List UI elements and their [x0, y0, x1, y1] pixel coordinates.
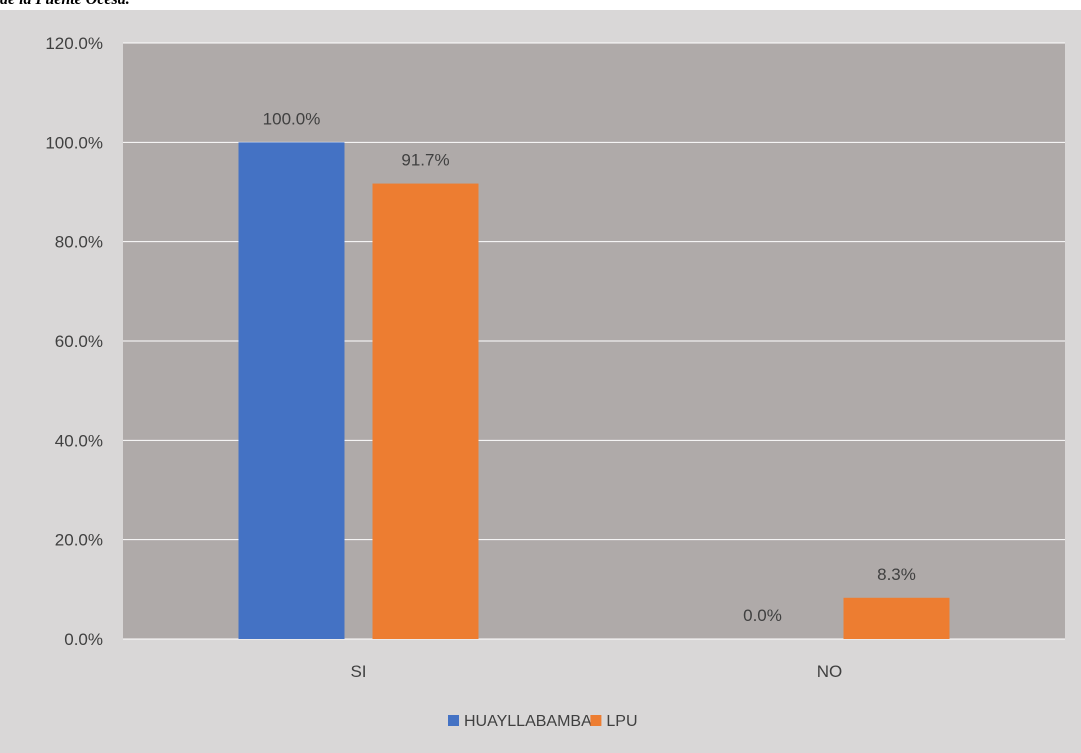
y-tick-label: 0.0% [64, 630, 103, 649]
legend: HUAYLLABAMBA LPU [448, 713, 638, 730]
y-tick-label: 120.0% [45, 34, 103, 53]
data-label: 0.0% [743, 606, 782, 625]
data-labels: 100.0% 91.7% 0.0% 8.3% [263, 109, 916, 625]
legend-label: HUAYLLABAMBA [464, 713, 592, 730]
legend-item-huayllabamba: HUAYLLABAMBA [448, 713, 592, 730]
y-tick-label: 20.0% [55, 531, 103, 550]
caption-fragment: de la Puente Ocesa. [0, 0, 130, 9]
bar-lpu-no [843, 597, 950, 639]
bar-lpu-si [372, 183, 479, 639]
data-label: 100.0% [263, 109, 321, 128]
bar-series [238, 142, 950, 640]
x-tick-label: NO [817, 662, 843, 681]
y-tick-label: 100.0% [45, 133, 103, 152]
y-axis-tick-labels: 0.0% 20.0% 40.0% 60.0% 80.0% 100.0% 120.0% [45, 34, 103, 649]
bar-chart: 0.0% 20.0% 40.0% 60.0% 80.0% 100.0% 120.0% 100… [45, 34, 1065, 730]
legend-label: LPU [606, 713, 637, 730]
legend-swatch [448, 715, 459, 726]
x-tick-label: SI [350, 662, 366, 681]
chart-frame: 0.0% 20.0% 40.0% 60.0% 80.0% 100.0% 120.0% 100… [0, 10, 1081, 753]
x-axis-tick-labels: SI NO [350, 662, 842, 681]
bar-huayllabamba-si [238, 142, 345, 640]
y-tick-label: 80.0% [55, 233, 103, 252]
data-label: 8.3% [877, 565, 916, 584]
legend-swatch [590, 715, 602, 726]
y-tick-label: 60.0% [55, 332, 103, 351]
legend-item-lpu: LPU [590, 713, 638, 730]
y-tick-label: 40.0% [55, 431, 103, 450]
data-label: 91.7% [401, 151, 449, 170]
